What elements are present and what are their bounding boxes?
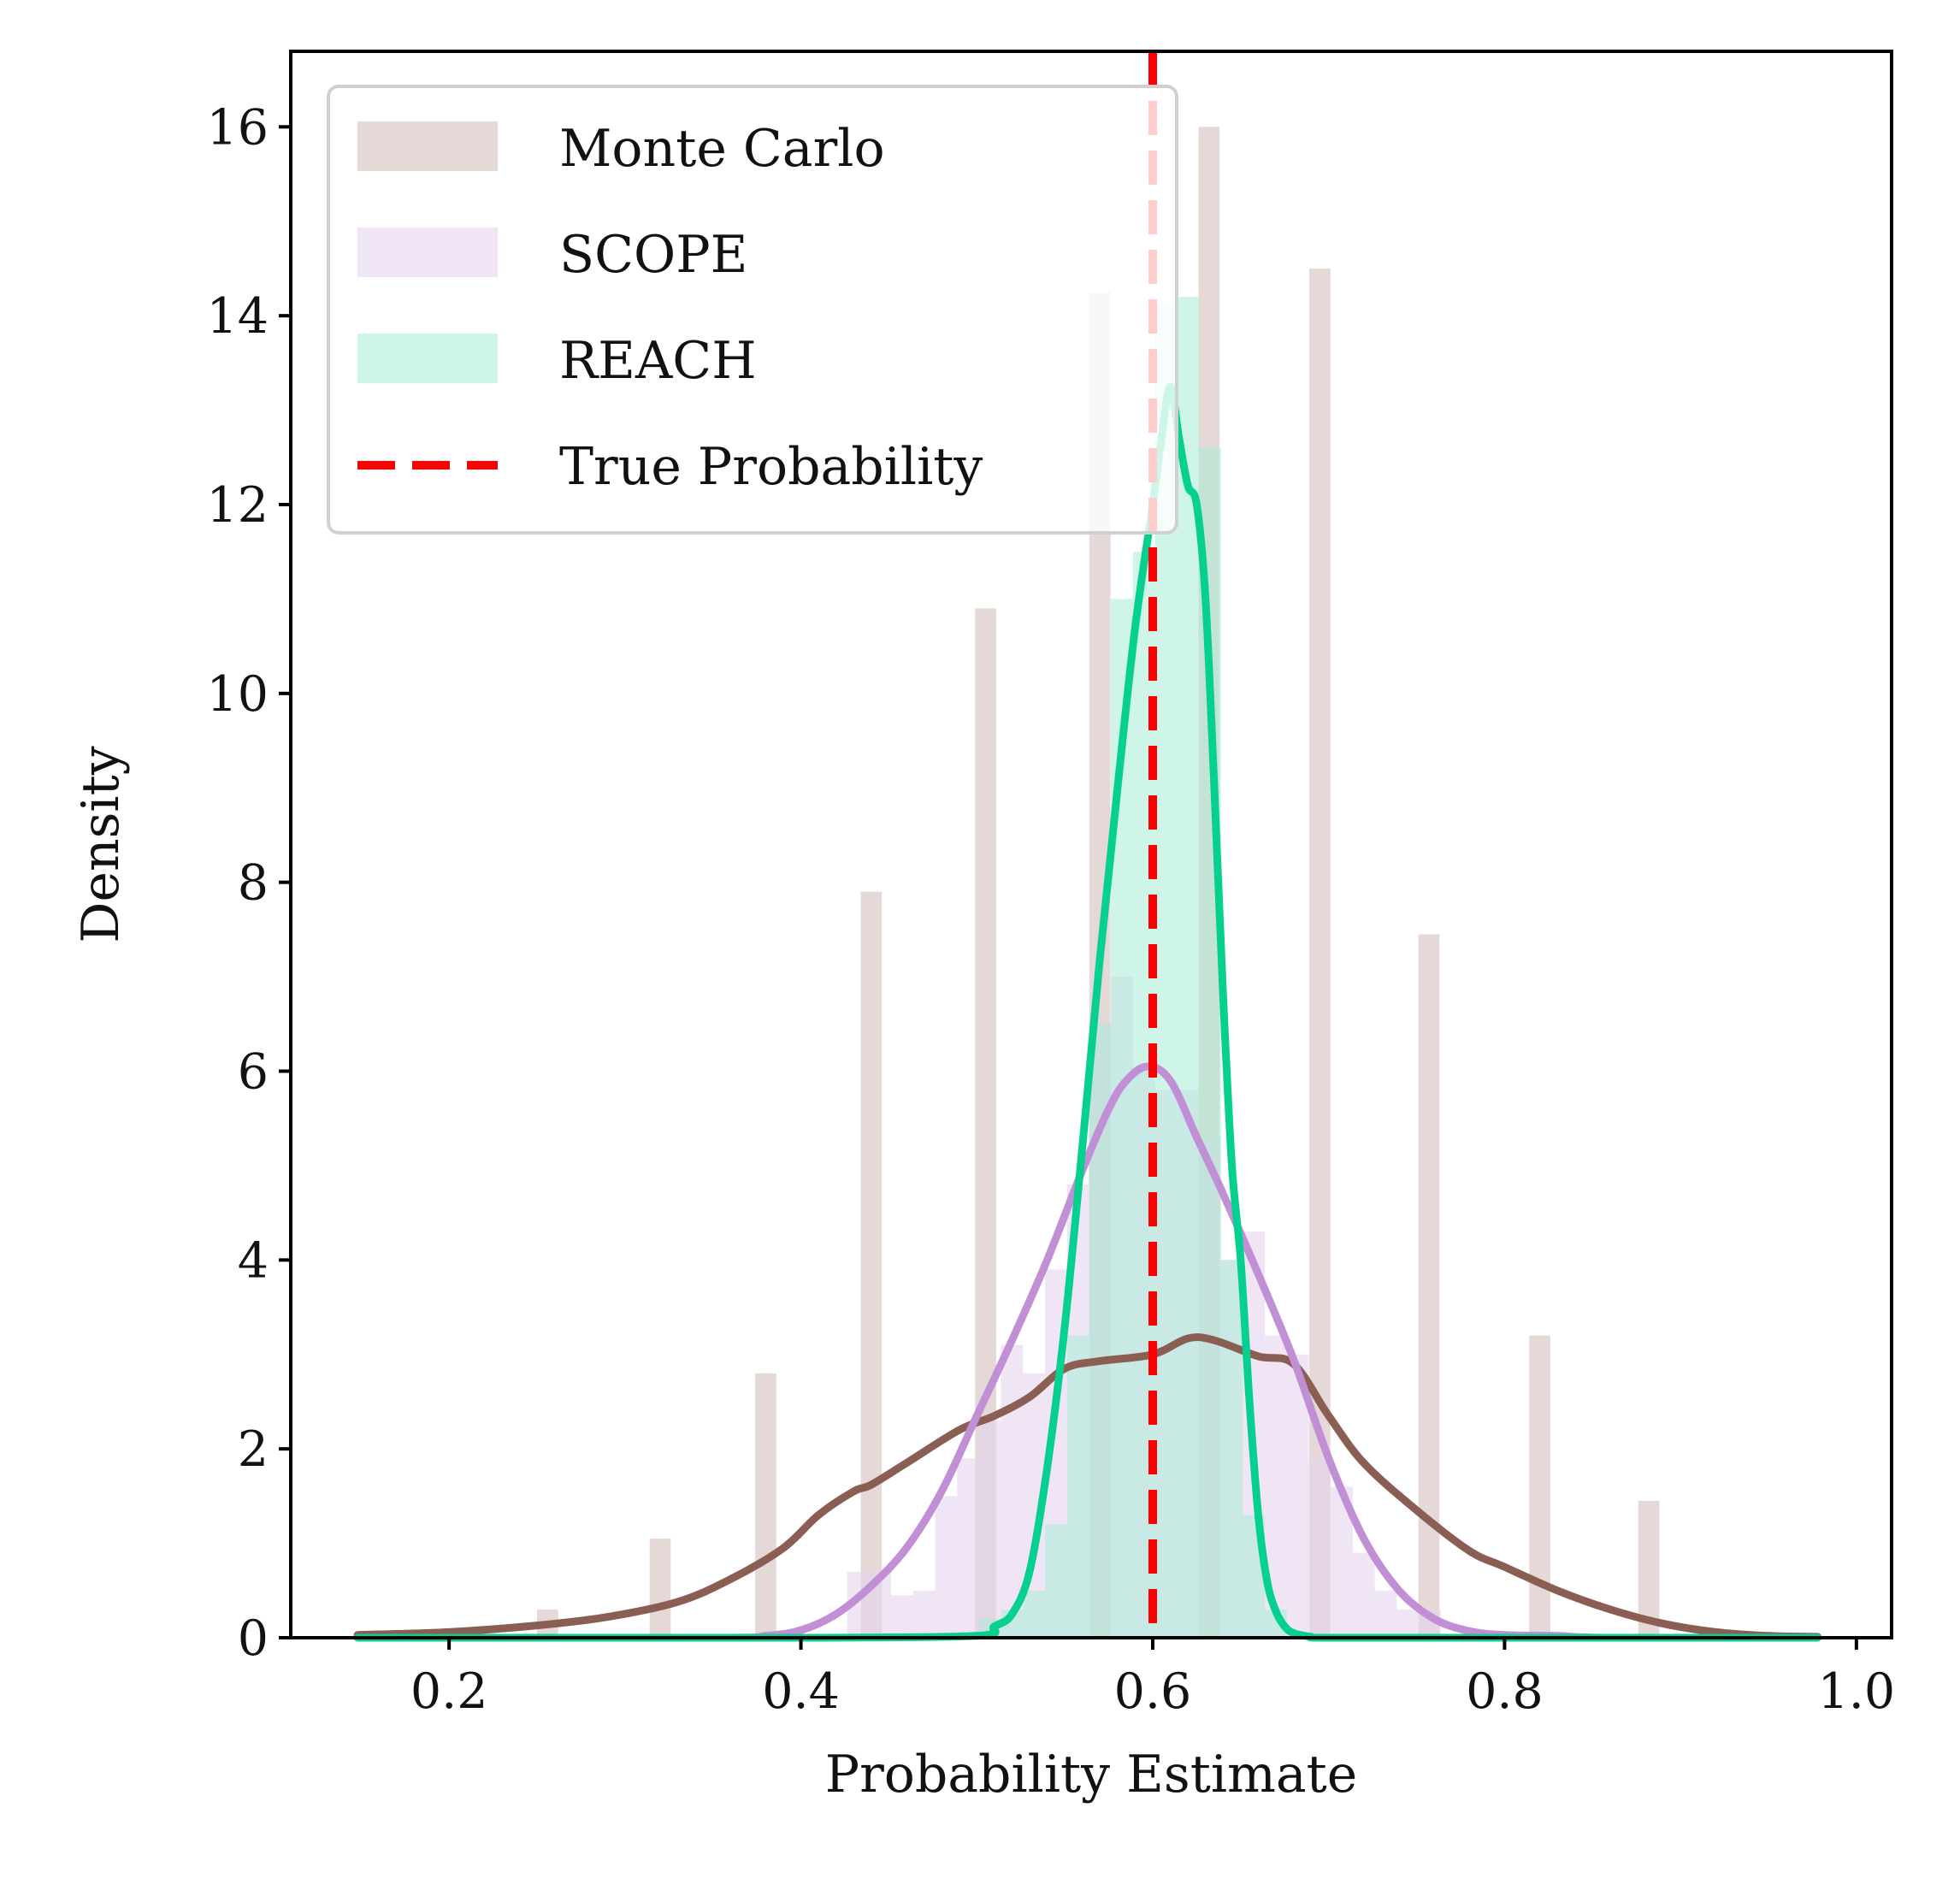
x-tick-label: 0.8 <box>1466 1663 1544 1720</box>
y-axis-ticks: 0 2 4 6 8 10 12 14 16 <box>206 99 291 1667</box>
y-tick-label: 4 <box>238 1232 269 1289</box>
legend-swatch <box>357 334 498 383</box>
y-tick-label: 6 <box>238 1044 269 1101</box>
legend: Monte Carlo SCOPE REACH True Probability <box>327 85 1178 535</box>
axes-frame <box>289 50 1893 1639</box>
scope-hist-bar <box>957 1458 979 1638</box>
x-tick-label: 0.4 <box>762 1663 840 1720</box>
monte-carlo-hist-bar <box>649 1539 671 1638</box>
y-tick-label: 12 <box>206 477 269 534</box>
legend-label: True Probability <box>559 437 983 497</box>
scope-hist-bar <box>1308 1458 1331 1638</box>
reach-kde-curve <box>353 382 1822 1642</box>
x-axis-ticks: 0.2 0.4 0.6 0.8 1.0 <box>410 1638 1895 1720</box>
legend-swatch <box>357 121 498 171</box>
legend-label: Monte Carlo <box>559 119 885 179</box>
reach-hist-bar <box>1066 1335 1089 1638</box>
reach-hist-bar <box>1045 1524 1067 1638</box>
y-tick-label: 10 <box>206 666 269 723</box>
y-tick-label: 2 <box>238 1421 269 1478</box>
scope-hist-bar <box>978 1421 1001 1638</box>
x-tick-label: 0.2 <box>410 1663 488 1720</box>
kde-layer <box>353 382 1822 1642</box>
y-axis-title: Density <box>71 746 131 942</box>
y-tick-label: 8 <box>238 855 269 912</box>
reach-hist-bar <box>1220 1260 1243 1638</box>
monte-carlo-hist-bar <box>755 1373 776 1638</box>
x-tick-label: 1.0 <box>1818 1663 1896 1720</box>
y-tick-label: 0 <box>238 1610 269 1667</box>
legend-swatch <box>357 227 498 277</box>
monte-carlo-hist-bar <box>1529 1335 1550 1638</box>
scope-hist-bar <box>935 1496 958 1638</box>
scope-hist-bar <box>1396 1609 1420 1638</box>
y-tick-label: 16 <box>206 99 269 156</box>
scope-hist-bar <box>1001 1344 1024 1638</box>
monte-carlo-kde-curve <box>353 1333 1822 1641</box>
monte-carlo-hist-bar <box>860 891 883 1638</box>
x-tick-label: 0.6 <box>1114 1663 1192 1720</box>
legend-label: SCOPE <box>559 225 747 285</box>
scope-hist-bar <box>891 1595 913 1638</box>
legend-box <box>327 85 1178 535</box>
x-axis-title: Probability Estimate <box>825 1745 1358 1805</box>
legend-label: REACH <box>559 331 757 391</box>
y-tick-label: 14 <box>206 288 269 345</box>
monte-carlo-hist-bar <box>1418 934 1440 1638</box>
scope-hist-bar <box>912 1590 936 1638</box>
scope-kde-curve <box>353 1062 1822 1642</box>
scope-hist-bar <box>1353 1552 1375 1638</box>
reach-hist-bar <box>1023 1590 1045 1638</box>
scope-hist-bar <box>1374 1590 1397 1638</box>
